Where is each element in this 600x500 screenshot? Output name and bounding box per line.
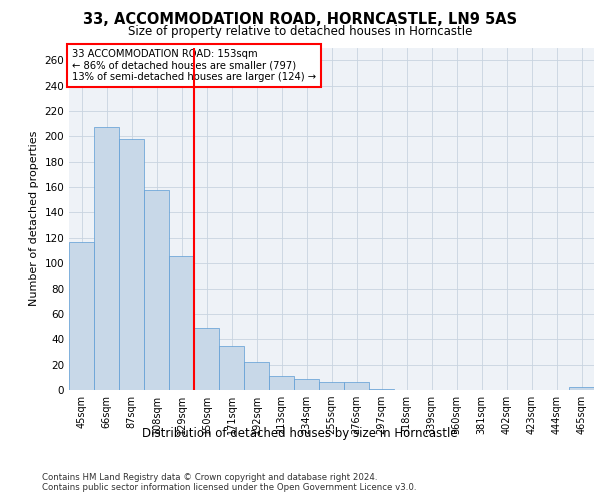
Text: Distribution of detached houses by size in Horncastle: Distribution of detached houses by size … xyxy=(142,428,458,440)
Bar xyxy=(569,388,594,390)
Bar xyxy=(319,382,344,390)
Text: 33 ACCOMMODATION ROAD: 153sqm
← 86% of detached houses are smaller (797)
13% of : 33 ACCOMMODATION ROAD: 153sqm ← 86% of d… xyxy=(71,49,316,82)
Bar xyxy=(119,139,144,390)
Bar xyxy=(169,256,194,390)
Bar xyxy=(94,128,119,390)
Bar xyxy=(369,388,394,390)
Bar xyxy=(194,328,219,390)
Text: Size of property relative to detached houses in Horncastle: Size of property relative to detached ho… xyxy=(128,25,472,38)
Bar xyxy=(144,190,169,390)
Y-axis label: Number of detached properties: Number of detached properties xyxy=(29,131,39,306)
Bar xyxy=(344,382,369,390)
Bar xyxy=(294,378,319,390)
Text: 33, ACCOMMODATION ROAD, HORNCASTLE, LN9 5AS: 33, ACCOMMODATION ROAD, HORNCASTLE, LN9 … xyxy=(83,12,517,28)
Text: Contains HM Land Registry data © Crown copyright and database right 2024.
Contai: Contains HM Land Registry data © Crown c… xyxy=(42,472,416,492)
Bar xyxy=(244,362,269,390)
Bar xyxy=(269,376,294,390)
Bar xyxy=(69,242,94,390)
Bar xyxy=(219,346,244,390)
